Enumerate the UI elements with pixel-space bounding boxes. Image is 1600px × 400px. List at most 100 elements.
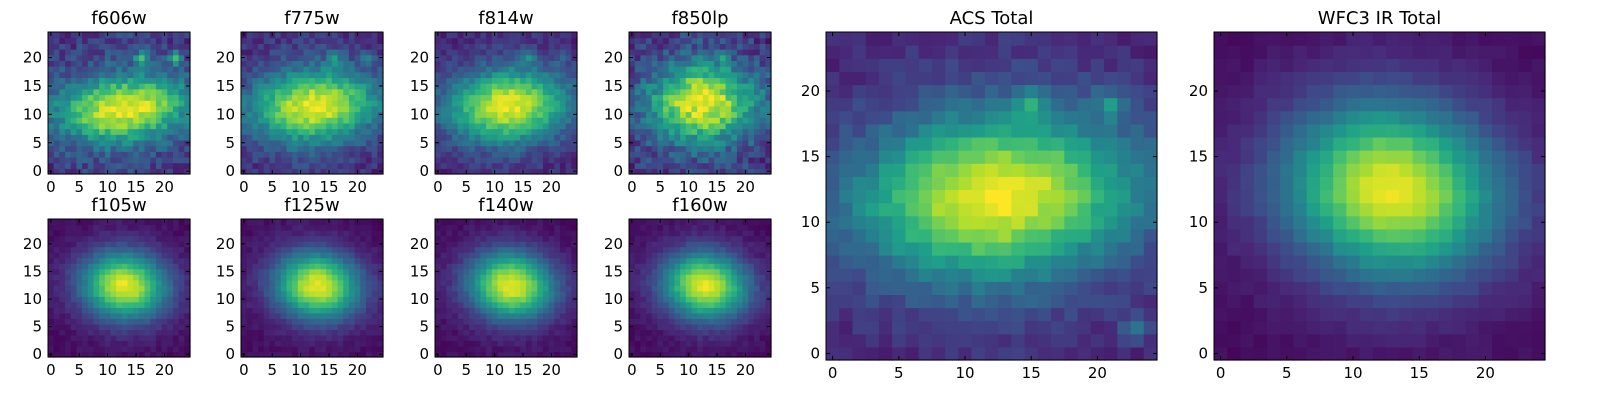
- heatmap-cell: [565, 290, 572, 297]
- heatmap-cell: [725, 71, 732, 79]
- heatmap-cell: [252, 301, 259, 308]
- heatmap-cell: [571, 307, 578, 314]
- heatmap-cell: [155, 285, 163, 292]
- heatmap-cell: [503, 235, 510, 242]
- heatmap-cell: [161, 296, 168, 303]
- heatmap-cell: [286, 224, 293, 231]
- heatmap-cell: [82, 246, 89, 253]
- heatmap-cell: [87, 219, 95, 226]
- heatmap-cell: [537, 111, 544, 118]
- heatmap-cell: [309, 323, 316, 330]
- heatmap-cell: [252, 224, 259, 231]
- heatmap-cell: [452, 128, 459, 135]
- heatmap-cell: [138, 257, 146, 264]
- heatmap-cell: [371, 296, 378, 303]
- x-tick-label: 10: [98, 361, 117, 379]
- heatmap-cell: [463, 145, 470, 152]
- heatmap-cell: [309, 340, 316, 347]
- heatmap-cell: [297, 257, 305, 264]
- heatmap-cell: [178, 111, 185, 118]
- heatmap-cell: [138, 77, 146, 84]
- heatmap-cell: [258, 32, 265, 39]
- heatmap-cell: [82, 105, 89, 113]
- heatmap-cell: [520, 117, 527, 124]
- heatmap-cell: [440, 162, 447, 169]
- heatmap-cell: [269, 139, 276, 147]
- heatmap-cell: [463, 117, 470, 124]
- heatmap-cell: [691, 345, 698, 353]
- heatmap-cell: [337, 88, 344, 96]
- heatmap-cell: [53, 117, 60, 124]
- heatmap-cell: [708, 37, 715, 44]
- heatmap-cell: [634, 37, 641, 44]
- heatmap-cell: [87, 151, 95, 158]
- y-tick-label: 15: [23, 262, 42, 280]
- heatmap-cell: [252, 168, 259, 175]
- heatmap-cell: [110, 156, 117, 164]
- heatmap-cell: [559, 351, 567, 358]
- heatmap-cell: [474, 71, 482, 79]
- heatmap-cell: [525, 49, 533, 56]
- heatmap-cell: [167, 345, 174, 353]
- heatmap-cell: [435, 162, 442, 169]
- heatmap-cell: [150, 83, 157, 90]
- heatmap-cell: [184, 32, 191, 39]
- heatmap-cell: [121, 49, 129, 56]
- heatmap-cell: [548, 263, 555, 270]
- heatmap-cell: [491, 37, 499, 44]
- heatmap-cell: [116, 219, 123, 226]
- heatmap-cell: [377, 94, 384, 101]
- heatmap-cell: [742, 156, 749, 164]
- heatmap-cell: [668, 54, 676, 61]
- panel-title: f814w: [478, 8, 533, 29]
- heatmap-cell: [520, 263, 527, 270]
- heatmap-cell: [663, 323, 670, 330]
- heatmap-cell: [116, 71, 123, 79]
- x-tick-label: 0: [46, 178, 56, 196]
- heatmap-cell: [252, 268, 259, 275]
- heatmap-cell: [241, 301, 248, 308]
- heatmap-cell: [59, 151, 66, 158]
- heatmap-cell: [155, 54, 163, 61]
- heatmap-cell: [110, 301, 117, 308]
- heatmap-cell: [133, 329, 140, 336]
- heatmap-cell: [668, 307, 676, 314]
- heatmap-cell: [144, 156, 151, 164]
- heatmap-cell: [275, 296, 282, 303]
- heatmap-cell: [365, 49, 373, 56]
- heatmap-cell: [121, 162, 129, 169]
- heatmap-cell: [133, 111, 140, 118]
- heatmap-cell: [542, 318, 550, 325]
- heatmap-cell: [548, 151, 555, 158]
- heatmap-cell: [531, 71, 538, 79]
- heatmap-cell: [167, 263, 174, 270]
- heatmap-cell: [646, 128, 653, 135]
- heatmap-cell: [167, 252, 174, 259]
- heatmap-cell: [491, 235, 499, 242]
- heatmap-cell: [286, 268, 293, 275]
- heatmap-cell: [110, 71, 117, 79]
- heatmap-cell: [508, 246, 516, 253]
- heatmap-cell: [320, 224, 327, 231]
- heatmap-cell: [719, 43, 727, 50]
- heatmap-cell: [463, 224, 470, 231]
- heatmap-cell: [491, 241, 499, 248]
- heatmap-cell: [309, 54, 316, 61]
- heatmap-cell: [480, 71, 487, 79]
- heatmap-cell: [531, 312, 538, 319]
- heatmap-cell: [252, 88, 259, 96]
- heatmap-cell: [531, 246, 538, 253]
- heatmap-cell: [70, 43, 77, 50]
- heatmap-cell: [565, 329, 572, 336]
- heatmap-cell: [697, 274, 704, 281]
- heatmap-cell: [292, 318, 299, 325]
- heatmap-cell: [82, 43, 89, 50]
- heatmap-cell: [537, 32, 544, 39]
- heatmap-cell: [565, 168, 572, 175]
- heatmap-cell: [314, 128, 322, 135]
- heatmap-cell: [246, 351, 253, 358]
- heatmap-cell: [241, 235, 248, 242]
- heatmap-cell: [161, 345, 168, 353]
- heatmap-cell: [663, 111, 670, 118]
- heatmap-cell: [127, 49, 134, 56]
